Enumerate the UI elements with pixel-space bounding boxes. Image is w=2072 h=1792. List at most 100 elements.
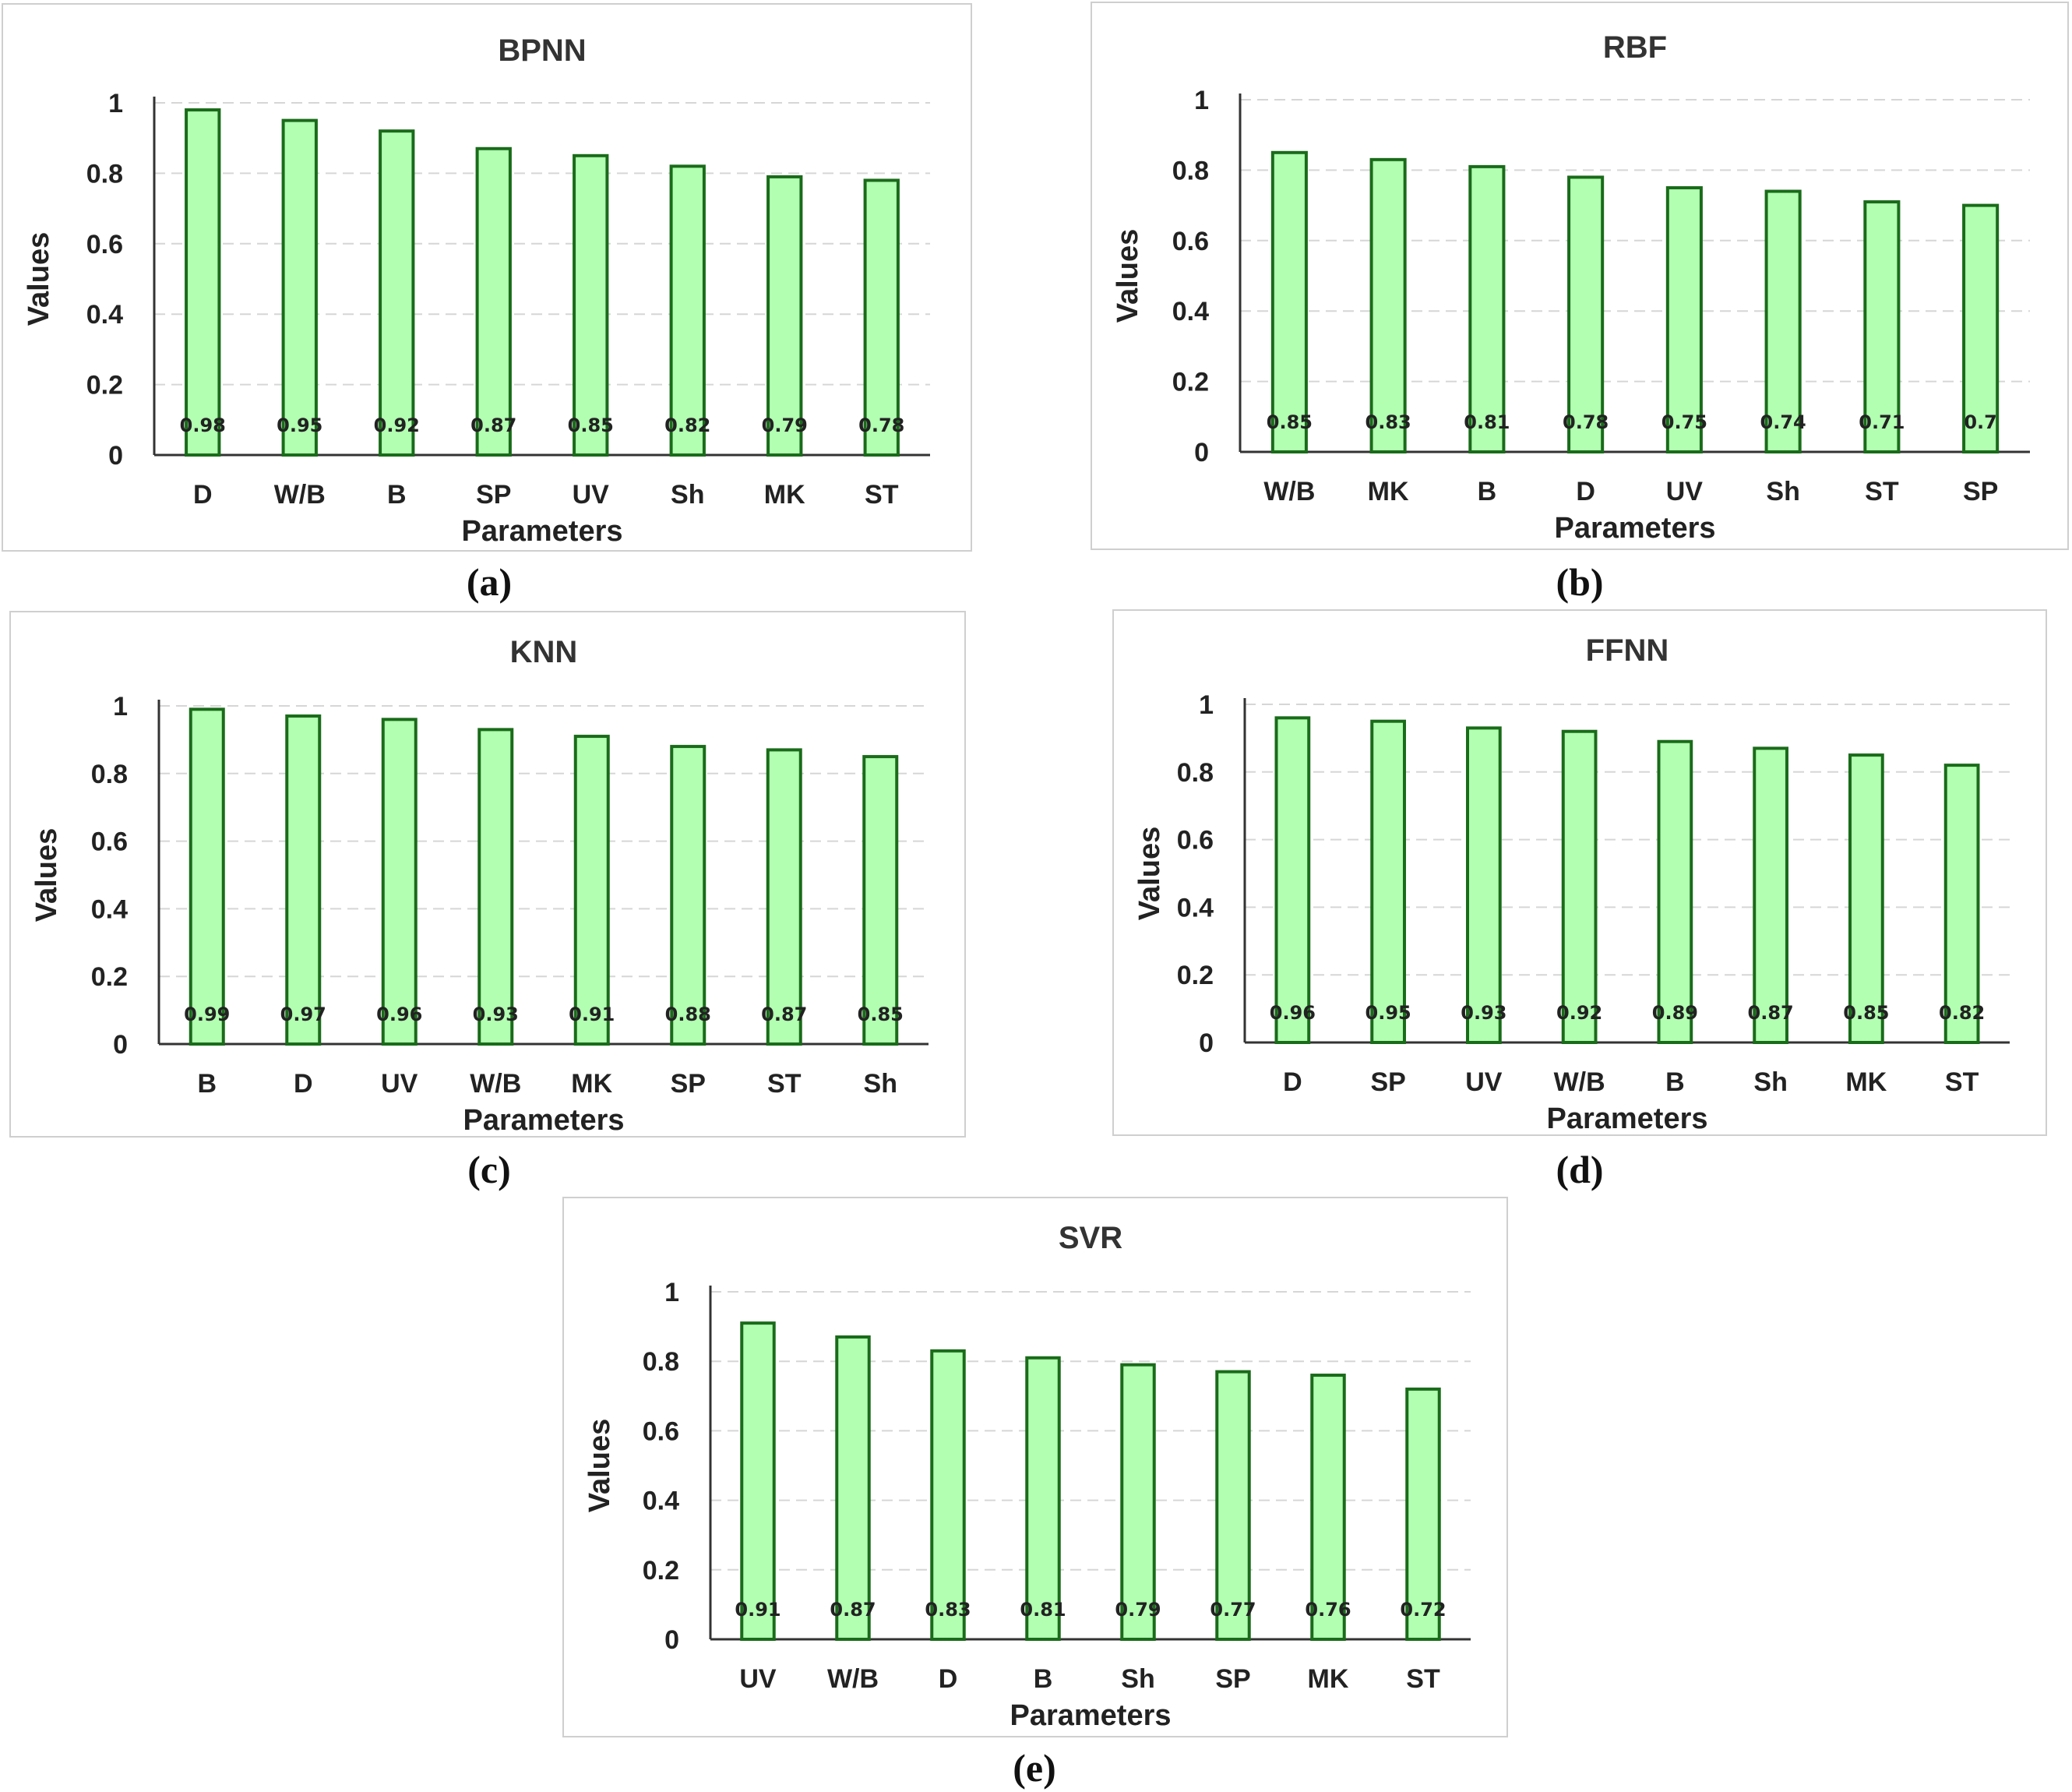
chart-d-y-tick-label: 0.6: [1177, 826, 1214, 855]
chart-a-bar-8: [863, 178, 900, 457]
chart-b-bar-4: [1567, 175, 1605, 453]
chart-a-y-tick-label: 0.8: [86, 159, 123, 189]
chart-e-data-label: 0.72: [1400, 1599, 1446, 1621]
chart-e-bar-7: [1310, 1374, 1346, 1641]
chart-panel-b: RBF 0 0.2 0.4 0.6 0.8 1 0.85 W/B 0.83 MK 0.81 B 0.78 D…: [1091, 2, 2069, 550]
chart-panel-c: KNN 0 0.2 0.4 0.6 0.8 1 0.99 B 0.97 D 0.96 UV 0.93 W/B…: [9, 611, 966, 1138]
chart-e-y-tick-label: 0.4: [643, 1487, 679, 1516]
chart-panel-a: BPNN 0 0.2 0.4 0.6 0.8 1 0.98 D 0.95 W/B 0.92 B 0.87 S…: [2, 3, 972, 552]
chart-a-data-label: 0.78: [858, 414, 904, 436]
chart-a-x-axis-label: Parameters: [461, 515, 622, 548]
chart-c-data-label: 0.87: [761, 1004, 807, 1025]
chart-b-x-tick-label: UV: [1666, 477, 1704, 506]
chart-e-y-tick-label: 0.6: [643, 1416, 679, 1446]
chart-b-data-label: 0.74: [1760, 411, 1806, 433]
chart-e-data-label: 0.79: [1115, 1599, 1161, 1621]
chart-b-bar-8: [1962, 203, 2000, 453]
chart-c-y-tick-label: 0.2: [91, 962, 128, 992]
chart-c-bar-4: [477, 728, 514, 1046]
chart-b: RBF00.20.40.60.810.85W/B0.83MK0.81B0.78D…: [1112, 30, 2030, 545]
chart-c-data-label: 0.96: [376, 1004, 422, 1025]
chart-c-bar-2: [285, 714, 322, 1046]
chart-d-bar-5: [1657, 739, 1693, 1045]
chart-a-data-label: 0.95: [277, 414, 322, 436]
chart-d-x-axis-label: Parameters: [1546, 1102, 1707, 1135]
chart-d-data-label: 0.96: [1270, 1002, 1316, 1024]
chart-b-bar-3: [1468, 164, 1506, 453]
chart-c-y-axis-label: Values: [30, 828, 63, 922]
chart-a-bar-7: [766, 175, 803, 457]
chart-b-x-tick-label: SP: [1963, 477, 1998, 506]
chart-d-x-tick-label: D: [1283, 1067, 1302, 1097]
chart-d-data-label: 0.85: [1843, 1002, 1889, 1024]
chart-b-y-tick-label: 1: [1194, 86, 1209, 115]
chart-a-data-label: 0.87: [470, 414, 516, 436]
chart-a-data-label: 0.79: [762, 414, 808, 436]
chart-d-data-label: 0.89: [1652, 1002, 1698, 1024]
chart-c-data-label: 0.85: [858, 1004, 904, 1025]
chart-e-x-axis-label: Parameters: [1010, 1699, 1171, 1732]
chart-e-x-tick-label: MK: [1308, 1664, 1349, 1694]
chart-c-y-tick-label: 0.6: [91, 827, 128, 857]
chart-e-data-label: 0.77: [1210, 1599, 1256, 1621]
chart-a-x-tick-label: Sh: [671, 480, 704, 510]
chart-e-data-label: 0.91: [735, 1599, 781, 1621]
chart-a-bar-5: [573, 153, 609, 457]
chart-b-y-axis-label: Values: [1112, 229, 1144, 323]
chart-e-data-label: 0.76: [1305, 1599, 1351, 1621]
chart-e-data-label: 0.87: [830, 1599, 876, 1621]
chart-a-data-label: 0.98: [180, 414, 226, 436]
caption-c: (c): [467, 1148, 511, 1191]
chart-d-x-tick-label: ST: [1945, 1067, 1979, 1097]
chart-c-x-tick-label: B: [197, 1069, 217, 1099]
chart-c-data-label: 0.88: [665, 1004, 711, 1025]
chart-d-x-tick-label: Sh: [1753, 1067, 1787, 1097]
chart-d-bar-7: [1848, 753, 1884, 1044]
chart-a-data-label: 0.85: [568, 414, 614, 436]
chart-e-x-tick-label: SP: [1215, 1664, 1250, 1694]
chart-b-bar-5: [1665, 186, 1703, 453]
chart-c-bar-7: [766, 748, 802, 1046]
chart-c-data-label: 0.99: [184, 1004, 230, 1025]
chart-c-data-label: 0.93: [473, 1004, 519, 1025]
chart-d-y-tick-label: 0.2: [1177, 961, 1214, 990]
chart-c-data-label: 0.97: [280, 1004, 326, 1025]
chart-a-title: BPNN: [498, 34, 586, 68]
chart-a-y-axis-label: Values: [23, 232, 55, 326]
chart-panel-d: FFNN 0 0.2 0.4 0.6 0.8 1 0.96 D 0.95 SP 0.93 UV 0.92 W…: [1112, 609, 2047, 1136]
chart-d-data-label: 0.93: [1461, 1002, 1506, 1024]
chart-d-y-tick-label: 0.4: [1177, 893, 1214, 922]
chart-b-x-tick-label: B: [1478, 477, 1497, 506]
chart-d-bar-4: [1561, 729, 1598, 1044]
chart-e-x-tick-label: D: [939, 1664, 958, 1694]
chart-c-x-tick-label: Sh: [864, 1069, 897, 1099]
chart-panel-e: SVR 0 0.2 0.4 0.6 0.8 1 0.91 UV 0.87 W/B 0.83 D 0.81 B…: [562, 1197, 1508, 1737]
chart-d-data-label: 0.87: [1748, 1002, 1794, 1024]
chart-d-title: FFNN: [1586, 633, 1669, 668]
chart-a-x-tick-label: ST: [865, 480, 899, 510]
chart-c-data-label: 0.91: [569, 1004, 615, 1025]
caption-d: (d): [1556, 1148, 1604, 1191]
chart-d-bar-2: [1370, 719, 1406, 1044]
chart-b-y-tick-label: 0.4: [1172, 297, 1209, 326]
chart-c-x-tick-label: MK: [571, 1069, 612, 1099]
chart-c-y-tick-label: 1: [113, 692, 128, 721]
chart-b-data-label: 0.7: [1964, 411, 1997, 433]
chart-d-y-tick-label: 1: [1199, 690, 1214, 720]
chart-b-bar-1: [1270, 150, 1308, 454]
chart-c-x-tick-label: D: [294, 1069, 313, 1099]
chart-b-x-tick-label: MK: [1368, 477, 1409, 506]
chart-e-y-tick-label: 1: [664, 1278, 679, 1307]
chart-d-y-tick-label: 0.8: [1177, 758, 1214, 788]
chart-e-bar-6: [1215, 1370, 1251, 1642]
caption-a: (a): [466, 560, 513, 604]
chart-a-x-tick-label: W/B: [274, 480, 326, 510]
chart-d-y-axis-label: Values: [1133, 827, 1166, 920]
chart-c-x-tick-label: W/B: [470, 1069, 521, 1099]
chart-e-data-label: 0.81: [1020, 1599, 1066, 1621]
chart-e-x-tick-label: W/B: [827, 1664, 879, 1694]
chart-c-x-tick-label: SP: [671, 1069, 706, 1099]
chart-c-x-tick-label: ST: [767, 1069, 802, 1099]
chart-a-bar-2: [281, 118, 318, 457]
chart-b-title: RBF: [1603, 30, 1667, 65]
